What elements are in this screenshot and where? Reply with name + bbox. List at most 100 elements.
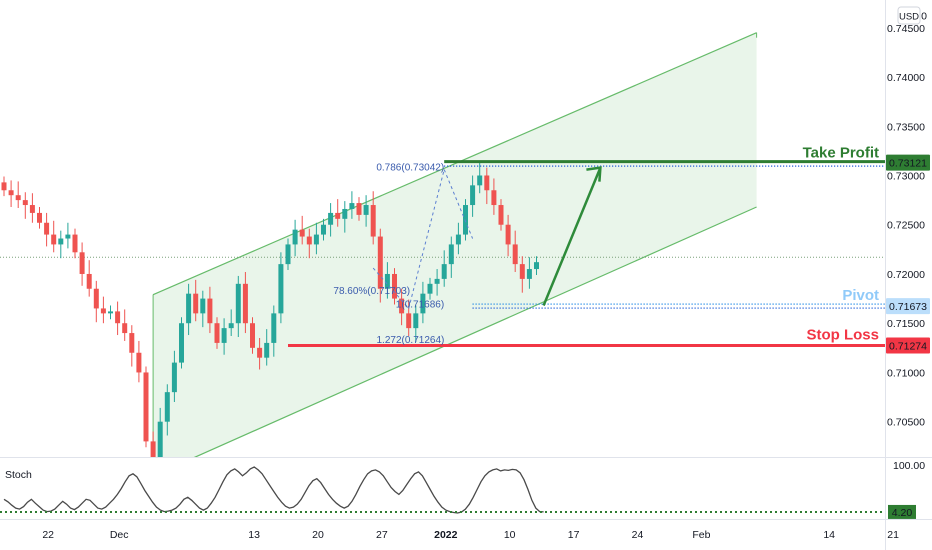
candle[interactable] <box>399 288 405 326</box>
candle-body[interactable] <box>463 205 468 235</box>
candle-body[interactable] <box>505 224 511 245</box>
currency-button[interactable]: USD <box>897 6 921 25</box>
candle[interactable] <box>413 305 419 342</box>
candle-body[interactable] <box>44 222 50 235</box>
stoch-value-tag[interactable]: 4.20 <box>888 504 916 519</box>
candle-body[interactable] <box>51 234 57 245</box>
candle-body[interactable] <box>498 205 504 225</box>
candle[interactable] <box>179 317 184 369</box>
candle-body[interactable] <box>58 238 64 245</box>
candle[interactable] <box>534 256 539 275</box>
candle[interactable] <box>441 250 447 287</box>
candle[interactable] <box>498 199 504 231</box>
candle-body[interactable] <box>193 293 199 314</box>
candle-body[interactable] <box>534 262 539 270</box>
candle-body[interactable] <box>250 323 255 348</box>
currency-button-frame[interactable] <box>897 6 921 25</box>
candle[interactable] <box>22 192 28 219</box>
candle[interactable] <box>186 283 192 336</box>
candle[interactable] <box>58 230 64 259</box>
candle-body[interactable] <box>328 212 334 225</box>
candle-body[interactable] <box>72 234 78 253</box>
candle[interactable] <box>406 299 412 337</box>
candle-body[interactable] <box>278 264 284 314</box>
candle-body[interactable] <box>526 269 532 279</box>
candle-body[interactable] <box>321 224 326 235</box>
take-profit-price-tag[interactable]: 0.73121 <box>886 154 930 171</box>
candle[interactable] <box>164 384 170 436</box>
candle[interactable] <box>384 262 390 299</box>
candle[interactable] <box>278 252 284 324</box>
candle[interactable] <box>484 167 490 205</box>
candle[interactable] <box>526 257 532 289</box>
arrow-head[interactable] <box>586 166 602 182</box>
candle-body[interactable] <box>299 229 305 237</box>
candle[interactable] <box>363 195 369 227</box>
candle[interactable] <box>477 161 483 194</box>
candle-body[interactable] <box>8 190 14 196</box>
candle-body[interactable] <box>29 205 35 213</box>
take-profit-level[interactable] <box>444 160 885 167</box>
stoch-pane[interactable]: Stoch <box>0 458 885 520</box>
candle[interactable] <box>122 309 128 341</box>
candle-body[interactable] <box>65 234 71 239</box>
candle[interactable] <box>370 191 376 245</box>
candle-body[interactable] <box>115 311 121 324</box>
candle[interactable] <box>505 214 511 257</box>
candle-body[interactable] <box>264 342 270 358</box>
candle-body[interactable] <box>377 236 383 289</box>
candle[interactable] <box>342 201 348 233</box>
candle-body[interactable] <box>392 273 397 299</box>
candle[interactable] <box>72 228 78 259</box>
candle[interactable] <box>1 176 7 197</box>
candle-body[interactable] <box>143 372 149 442</box>
arrow-shaft[interactable] <box>542 167 602 306</box>
candle-body[interactable] <box>164 392 170 422</box>
candle-body[interactable] <box>356 203 362 215</box>
candle[interactable] <box>356 197 362 221</box>
candle-body[interactable] <box>271 313 277 343</box>
candle-body[interactable] <box>179 323 184 363</box>
candle[interactable] <box>299 215 305 245</box>
candle[interactable] <box>193 279 199 322</box>
candle[interactable] <box>306 228 312 259</box>
candle[interactable] <box>171 350 177 402</box>
stoch-pane-bg[interactable] <box>0 458 885 520</box>
candle[interactable] <box>335 199 341 227</box>
candle[interactable] <box>463 199 468 241</box>
candle[interactable] <box>44 212 50 247</box>
candle[interactable] <box>221 318 227 355</box>
candle[interactable] <box>136 340 142 383</box>
candle-body[interactable] <box>235 283 241 324</box>
candle-body[interactable] <box>285 244 291 265</box>
candle[interactable] <box>377 228 383 303</box>
candle-body[interactable] <box>484 175 490 191</box>
candle-body[interactable] <box>384 273 390 289</box>
candle-body[interactable] <box>370 205 376 237</box>
candle[interactable] <box>392 268 397 305</box>
candle-body[interactable] <box>335 212 341 219</box>
candle[interactable] <box>235 275 241 337</box>
candle[interactable] <box>434 269 440 296</box>
candle-body[interactable] <box>413 313 419 329</box>
candle-body[interactable] <box>1 182 7 191</box>
candle[interactable] <box>264 329 270 366</box>
harmonic-leg[interactable] <box>443 169 474 239</box>
candle-body[interactable] <box>292 229 298 245</box>
candle[interactable] <box>65 222 71 249</box>
candle[interactable] <box>228 309 234 337</box>
candles-group[interactable] <box>1 161 540 473</box>
candle-body[interactable] <box>93 288 99 309</box>
channel-lower-line[interactable] <box>152 206 757 477</box>
candle[interactable] <box>100 296 106 324</box>
candle[interactable] <box>129 325 135 367</box>
candle[interactable] <box>250 317 255 354</box>
candle[interactable] <box>328 203 334 237</box>
candle[interactable] <box>448 236 454 278</box>
candle[interactable] <box>285 238 291 271</box>
candle[interactable] <box>93 280 99 323</box>
channel-fill[interactable] <box>153 32 757 476</box>
candle-body[interactable] <box>171 362 177 393</box>
candle[interactable] <box>455 222 461 255</box>
